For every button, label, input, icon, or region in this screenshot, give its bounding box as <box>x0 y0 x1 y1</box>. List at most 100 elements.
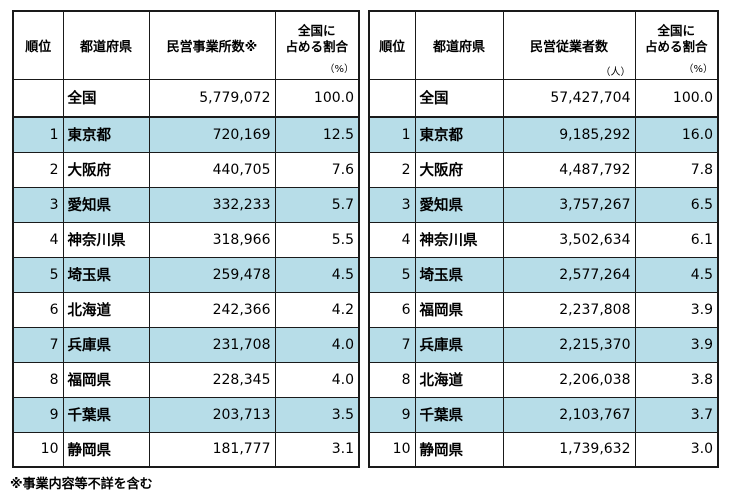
share-cell: 4.2 <box>274 291 360 328</box>
value-cell: 318,966 <box>148 221 276 258</box>
table-row: 7 兵庫県 2,215,370 3.9 <box>368 326 719 363</box>
rank-cell <box>368 78 416 118</box>
rank-cell: 2 <box>368 151 416 188</box>
value-cell: 3,502,634 <box>502 221 636 258</box>
value-cell: 2,237,808 <box>502 291 636 328</box>
prefecture-cell: 兵庫県 <box>414 326 504 363</box>
table-row: 8 北海道 2,206,038 3.8 <box>368 361 719 398</box>
prefecture-cell: 神奈川県 <box>414 221 504 258</box>
value-cell: 440,705 <box>148 151 276 188</box>
prefecture-cell: 福岡県 <box>414 291 504 328</box>
prefecture-cell: 福岡県 <box>62 361 150 398</box>
table-row: 4 神奈川県 318,966 5.5 <box>12 221 360 258</box>
value-cell: 203,713 <box>148 396 276 433</box>
value-cell: 3,757,267 <box>502 186 636 223</box>
rank-cell: 8 <box>368 361 416 398</box>
prefecture-cell: 埼玉県 <box>62 256 150 293</box>
prefecture-cell: 東京都 <box>414 116 504 153</box>
value-cell: 242,366 <box>148 291 276 328</box>
share-header: 全国に 占める割合 （%） <box>274 10 360 80</box>
share-header-line1: 全国に <box>297 23 336 39</box>
table-row: 6 福岡県 2,237,808 3.9 <box>368 291 719 328</box>
prefecture-cell: 神奈川県 <box>62 221 150 258</box>
table-row: 1 東京都 9,185,292 16.0 <box>368 116 719 153</box>
table-row: 10 静岡県 181,777 3.1 <box>12 431 360 468</box>
rank-cell: 1 <box>12 116 64 153</box>
table-row: 9 千葉県 203,713 3.5 <box>12 396 360 433</box>
share-cell: 7.8 <box>634 151 719 188</box>
prefecture-header: 都道府県 <box>414 10 504 80</box>
prefecture-cell: 兵庫県 <box>62 326 150 363</box>
share-cell: 5.5 <box>274 221 360 258</box>
value-cell: 2,103,767 <box>502 396 636 433</box>
rank-header: 順位 <box>368 10 416 80</box>
share-cell: 3.5 <box>274 396 360 433</box>
rank-cell: 5 <box>12 256 64 293</box>
prefecture-cell: 全国 <box>414 78 504 118</box>
national-total-row: 全国 57,427,704 100.0 <box>368 78 719 118</box>
share-cell: 3.9 <box>634 291 719 328</box>
prefecture-cell: 全国 <box>62 78 150 118</box>
employees-table: 順位 都道府県 民営従業者数 （人） 全国に 占める割合 （%） 全国 57,42… <box>368 10 719 468</box>
rank-cell: 4 <box>368 221 416 258</box>
share-cell: 4.5 <box>274 256 360 293</box>
share-cell: 4.5 <box>634 256 719 293</box>
share-cell: 4.0 <box>274 326 360 363</box>
share-cell: 5.7 <box>274 186 360 223</box>
share-cell: 3.1 <box>274 431 360 468</box>
prefecture-cell: 静岡県 <box>62 431 150 468</box>
prefecture-cell: 北海道 <box>414 361 504 398</box>
prefecture-cell: 千葉県 <box>414 396 504 433</box>
table-row: 5 埼玉県 2,577,264 4.5 <box>368 256 719 293</box>
value-cell: 1,739,632 <box>502 431 636 468</box>
share-cell: 4.0 <box>274 361 360 398</box>
rank-cell: 3 <box>12 186 64 223</box>
share-unit: （%） <box>683 63 713 75</box>
table-row: 6 北海道 242,366 4.2 <box>12 291 360 328</box>
share-cell: 6.5 <box>634 186 719 223</box>
rank-cell: 3 <box>368 186 416 223</box>
share-cell: 6.1 <box>634 221 719 258</box>
prefecture-cell: 静岡県 <box>414 431 504 468</box>
rank-cell: 7 <box>12 326 64 363</box>
share-cell: 100.0 <box>634 78 719 118</box>
table-row: 10 静岡県 1,739,632 3.0 <box>368 431 719 468</box>
establishments-header-label: 民営事業所数※ <box>166 39 258 55</box>
table-row: 8 福岡県 228,345 4.0 <box>12 361 360 398</box>
table-row: 3 愛知県 3,757,267 6.5 <box>368 186 719 223</box>
prefecture-cell: 大阪府 <box>414 151 504 188</box>
rank-cell: 1 <box>368 116 416 153</box>
rank-cell: 9 <box>12 396 64 433</box>
share-cell: 3.0 <box>634 431 719 468</box>
value-cell: 332,233 <box>148 186 276 223</box>
employees-header-label: 民営従業者数 <box>529 39 608 55</box>
value-cell: 228,345 <box>148 361 276 398</box>
rank-cell: 7 <box>368 326 416 363</box>
value-cell: 259,478 <box>148 256 276 293</box>
table-row: 1 東京都 720,169 12.5 <box>12 116 360 153</box>
establishments-header: 民営事業所数※ <box>148 10 276 80</box>
header-row: 順位 都道府県 民営事業所数※ 全国に 占める割合 （%） <box>12 10 360 80</box>
employees-header: 民営従業者数 （人） <box>502 10 636 80</box>
prefecture-header: 都道府県 <box>62 10 150 80</box>
establishments-table: 順位 都道府県 民営事業所数※ 全国に 占める割合 （%） 全国 5,779,07… <box>12 10 360 468</box>
value-cell: 181,777 <box>148 431 276 468</box>
prefecture-cell: 大阪府 <box>62 151 150 188</box>
rank-cell: 5 <box>368 256 416 293</box>
rank-header: 順位 <box>12 10 64 80</box>
share-cell: 3.8 <box>634 361 719 398</box>
rank-cell <box>12 78 64 118</box>
value-cell: 2,577,264 <box>502 256 636 293</box>
prefecture-cell: 千葉県 <box>62 396 150 433</box>
value-cell: 9,185,292 <box>502 116 636 153</box>
prefecture-cell: 愛知県 <box>414 186 504 223</box>
value-cell: 5,779,072 <box>148 78 276 118</box>
prefecture-cell: 愛知県 <box>62 186 150 223</box>
share-header-line2: 占める割合 <box>285 39 348 55</box>
table-row: 7 兵庫県 231,708 4.0 <box>12 326 360 363</box>
value-cell: 2,215,370 <box>502 326 636 363</box>
table-row: 3 愛知県 332,233 5.7 <box>12 186 360 223</box>
rank-cell: 4 <box>12 221 64 258</box>
share-cell: 16.0 <box>634 116 719 153</box>
rank-cell: 8 <box>12 361 64 398</box>
